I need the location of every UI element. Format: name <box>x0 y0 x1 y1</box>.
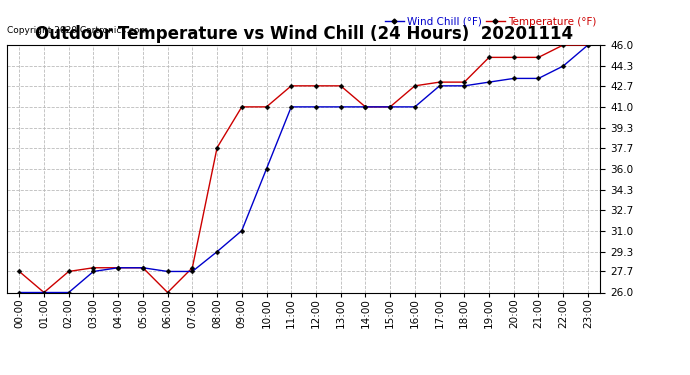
Wind Chill (°F) <box>411 105 419 109</box>
Temperature (°F) <box>386 105 394 109</box>
Line: Temperature (°F): Temperature (°F) <box>17 43 590 294</box>
Temperature (°F) <box>411 84 419 88</box>
Wind Chill (°F) <box>237 228 246 233</box>
Temperature (°F) <box>15 269 23 274</box>
Temperature (°F) <box>237 105 246 109</box>
Title: Outdoor Temperature vs Wind Chill (24 Hours)  20201114: Outdoor Temperature vs Wind Chill (24 Ho… <box>34 26 573 44</box>
Temperature (°F) <box>534 55 542 60</box>
Text: Copyright 2020 Cartronics.com: Copyright 2020 Cartronics.com <box>7 26 148 35</box>
Wind Chill (°F) <box>114 266 122 270</box>
Wind Chill (°F) <box>89 269 97 274</box>
Temperature (°F) <box>89 266 97 270</box>
Temperature (°F) <box>287 84 295 88</box>
Line: Wind Chill (°F): Wind Chill (°F) <box>17 43 590 294</box>
Temperature (°F) <box>262 105 270 109</box>
Wind Chill (°F) <box>164 269 172 274</box>
Temperature (°F) <box>40 290 48 295</box>
Legend: Wind Chill (°F), Temperature (°F): Wind Chill (°F), Temperature (°F) <box>381 13 600 31</box>
Temperature (°F) <box>559 43 567 47</box>
Temperature (°F) <box>435 80 444 84</box>
Wind Chill (°F) <box>15 290 23 295</box>
Temperature (°F) <box>139 266 147 270</box>
Wind Chill (°F) <box>510 76 518 81</box>
Wind Chill (°F) <box>262 166 270 171</box>
Temperature (°F) <box>584 43 592 47</box>
Temperature (°F) <box>485 55 493 60</box>
Wind Chill (°F) <box>40 290 48 295</box>
Wind Chill (°F) <box>386 105 394 109</box>
Wind Chill (°F) <box>139 266 147 270</box>
Temperature (°F) <box>65 269 73 274</box>
Temperature (°F) <box>164 290 172 295</box>
Temperature (°F) <box>114 266 122 270</box>
Wind Chill (°F) <box>188 269 197 274</box>
Wind Chill (°F) <box>534 76 542 81</box>
Wind Chill (°F) <box>287 105 295 109</box>
Wind Chill (°F) <box>65 290 73 295</box>
Wind Chill (°F) <box>337 105 345 109</box>
Temperature (°F) <box>337 84 345 88</box>
Wind Chill (°F) <box>213 249 221 254</box>
Temperature (°F) <box>510 55 518 60</box>
Wind Chill (°F) <box>485 80 493 84</box>
Wind Chill (°F) <box>584 43 592 47</box>
Temperature (°F) <box>312 84 320 88</box>
Temperature (°F) <box>460 80 469 84</box>
Wind Chill (°F) <box>460 84 469 88</box>
Temperature (°F) <box>188 266 197 270</box>
Wind Chill (°F) <box>312 105 320 109</box>
Temperature (°F) <box>213 146 221 150</box>
Wind Chill (°F) <box>559 64 567 68</box>
Temperature (°F) <box>362 105 370 109</box>
Wind Chill (°F) <box>435 84 444 88</box>
Wind Chill (°F) <box>362 105 370 109</box>
